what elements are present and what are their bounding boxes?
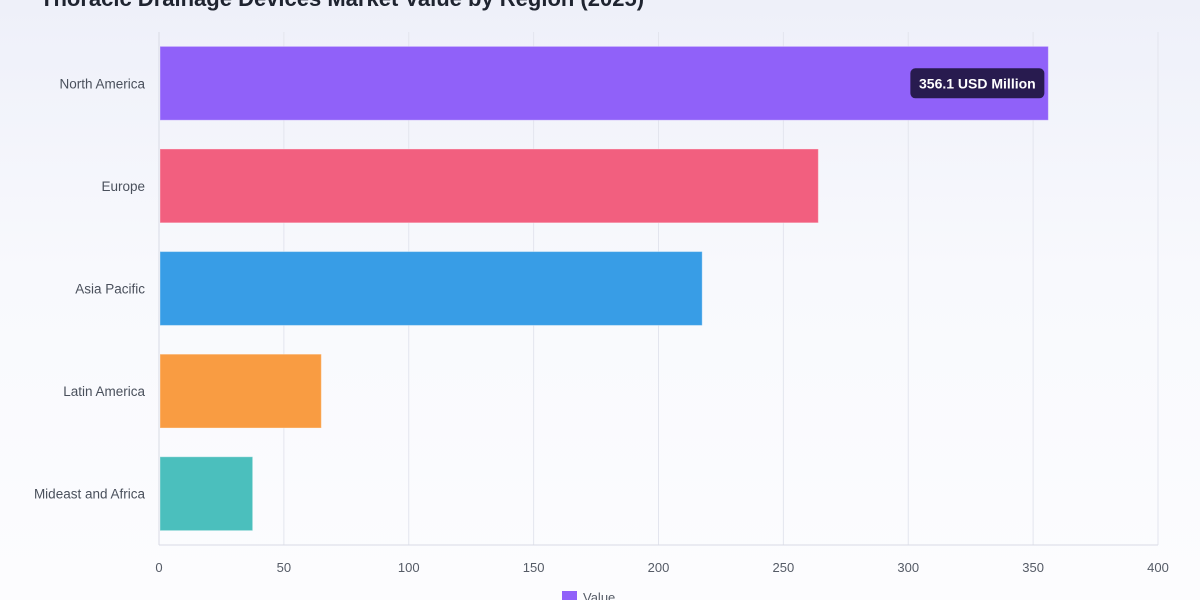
- x-tick-label: 250: [773, 560, 795, 575]
- category-label: Latin America: [63, 384, 145, 399]
- category-label: Asia Pacific: [75, 282, 145, 297]
- chart-title: Thoracic Drainage Devices Market Value b…: [40, 0, 644, 12]
- tooltip-box: [910, 68, 1045, 99]
- bar: [159, 148, 819, 224]
- category-label: Europe: [101, 179, 145, 194]
- bars: [159, 45, 1049, 532]
- x-tick-label: 300: [897, 560, 919, 575]
- tooltip: 356.1 USD Million: [910, 68, 1045, 99]
- x-tick-labels: 0 50 100 150 200 250 300 350 400: [155, 560, 1168, 575]
- x-tick-label: 0: [155, 560, 162, 575]
- x-tick-label: 350: [1022, 560, 1044, 575]
- axes: [158, 32, 1158, 546]
- bar: [159, 45, 1049, 121]
- bar: [159, 251, 703, 326]
- bar: [159, 353, 322, 429]
- category-labels: North America Europe Asia Pacific Latin Ame…: [34, 76, 146, 501]
- legend: Value: [562, 590, 615, 600]
- x-tick-label: 200: [648, 560, 670, 575]
- category-label: Mideast and Africa: [34, 487, 146, 502]
- x-tick-label: 100: [398, 560, 420, 575]
- legend-label: Value: [583, 590, 615, 600]
- x-tick-label: 400: [1147, 560, 1169, 575]
- bar: [159, 456, 254, 532]
- x-tick-label: 50: [277, 560, 291, 575]
- legend-swatch: [562, 591, 577, 600]
- x-tick-label: 150: [523, 560, 545, 575]
- tooltip-text: 356.1 USD Million: [919, 75, 1036, 91]
- category-label: North America: [59, 76, 145, 91]
